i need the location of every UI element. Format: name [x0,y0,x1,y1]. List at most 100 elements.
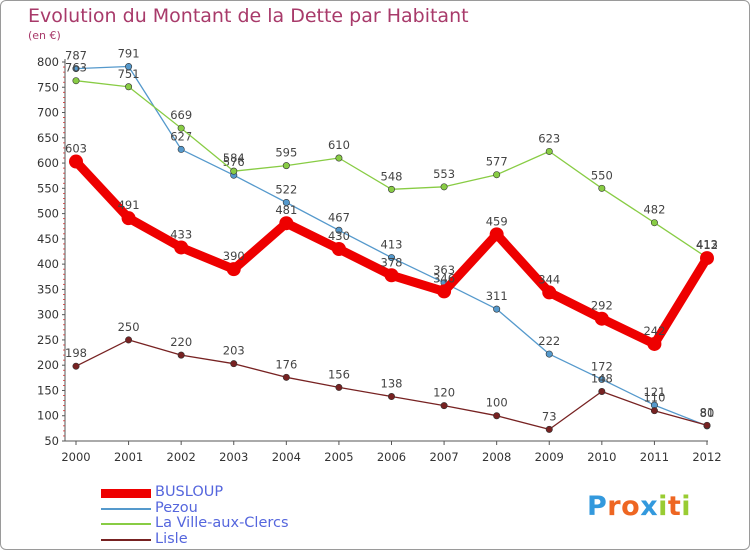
data-label: 413 [381,238,403,252]
data-point [335,154,343,162]
data-label: 412 [696,238,718,252]
data-label: 603 [65,142,87,156]
logo-letter: o [621,491,641,522]
legend-label: Lisle [155,530,188,547]
data-point [72,362,80,370]
x-tick-label: 2003 [219,450,248,464]
x-tick-label: 2005 [324,450,353,464]
data-point [387,185,395,193]
data-label: 176 [275,357,297,371]
data-label: 292 [591,299,613,313]
data-point [545,147,553,155]
y-tick-label: 50 [44,434,59,448]
logo-letter: x [640,491,659,522]
data-point [177,351,185,359]
x-tick-label: 2006 [377,450,406,464]
data-label: 80 [700,406,715,420]
logo-letter: i [658,491,668,522]
y-tick-label: 750 [37,80,59,94]
x-tick-label: 2000 [61,450,90,464]
data-point [72,77,80,85]
legend-label: Pezou [155,499,198,516]
logo-letter: P [587,491,608,522]
data-point [594,311,609,326]
data-label: 595 [275,146,297,160]
y-tick-label: 550 [37,181,59,195]
data-point [384,268,399,283]
x-tick-label: 2004 [272,450,301,464]
legend-swatch [101,523,151,525]
legend-label: La Ville-aux-Clercs [155,515,289,531]
data-label: 100 [486,396,508,410]
y-unit-label: (en €) [28,29,61,42]
data-point [493,305,501,313]
data-point [335,226,343,234]
x-tick-label: 2009 [535,450,564,464]
data-label: 203 [223,344,245,358]
data-point [493,171,501,179]
data-point [177,145,185,153]
data-label: 584 [223,151,245,165]
data-label: 553 [433,167,455,181]
data-point [69,154,83,169]
y-tick-label: 350 [37,282,59,296]
data-label: 121 [643,385,665,399]
data-label: 481 [275,203,297,217]
data-label: 363 [433,263,455,277]
data-point [440,183,448,191]
data-label: 482 [643,203,665,217]
data-point [177,124,185,132]
data-label: 311 [486,289,508,303]
data-label: 669 [170,108,192,122]
data-point [72,65,80,73]
y-tick-label: 150 [37,383,59,397]
data-label: 430 [328,229,350,243]
x-tick-label: 2011 [640,450,669,464]
logo-letter: t [667,491,682,522]
data-label: 138 [381,377,403,391]
data-point [598,387,606,395]
y-tick-label: 200 [37,358,59,372]
x-tick-label: 2001 [114,450,143,464]
legend-swatch [101,538,151,541]
data-label: 577 [486,155,508,169]
data-label: 250 [118,320,140,334]
data-point [331,241,346,256]
data-point [545,350,553,358]
data-label: 220 [170,335,192,349]
data-label: 73 [542,409,557,423]
x-tick-label: 2002 [167,450,196,464]
data-label: 763 [65,61,87,75]
data-point [703,421,711,429]
x-tick-label: 2007 [429,450,458,464]
data-label: 433 [170,227,192,241]
data-label: 491 [118,198,140,212]
proxiti-logo: Proxiti [587,491,691,522]
data-label: 791 [118,47,140,61]
data-point [230,360,238,368]
data-label: 81 [700,405,715,419]
data-label: 576 [223,155,245,169]
data-point [226,262,241,277]
data-label: 548 [381,169,403,183]
y-tick-label: 300 [37,308,59,322]
y-tick-label: 600 [37,156,59,170]
x-tick-label: 2008 [482,450,511,464]
data-point [230,167,238,175]
data-label: 242 [643,324,665,338]
data-label: 120 [433,386,455,400]
data-label: 390 [223,249,245,263]
x-tick-label: 2010 [587,450,616,464]
data-point [387,393,395,401]
legend-swatch [101,507,151,510]
data-label: 156 [328,367,350,381]
data-label: 623 [538,131,560,145]
data-label: 467 [328,210,350,224]
data-point [282,198,290,206]
y-tick-label: 250 [37,333,59,347]
data-label: 610 [328,138,350,152]
y-tick-label: 450 [37,232,59,246]
y-tick-label: 800 [37,55,59,69]
data-point [493,412,501,420]
